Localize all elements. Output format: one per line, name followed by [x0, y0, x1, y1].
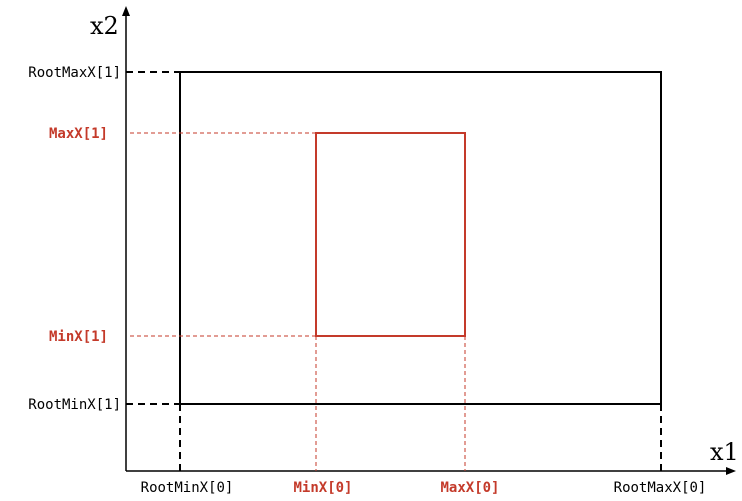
child-box-group [130, 132, 466, 471]
child-max-x1-label: MaxX[1] [49, 126, 108, 142]
x-axis-label: x1 [710, 438, 739, 466]
child-min-x0-label: MinX[0] [293, 480, 352, 496]
root-box-group [126, 71, 662, 471]
x-axis-arrowhead [726, 467, 736, 475]
root-min-x0-label: RootMinX[0] [141, 480, 234, 496]
root-bounding-box [179, 71, 662, 405]
child-min-x1-label: MinX[1] [49, 329, 108, 345]
y-axis-arrowhead [122, 6, 130, 16]
root-max-x0-label: RootMaxX[0] [614, 480, 707, 496]
child-max-x0-label: MaxX[0] [440, 480, 499, 496]
root-min-x1-label: RootMinX[1] [28, 397, 121, 413]
root-max-x1-label: RootMaxX[1] [28, 65, 121, 81]
y-axis-label: x2 [90, 12, 119, 40]
child-bounding-box [315, 132, 466, 337]
axes: x2 x1 [90, 6, 739, 475]
